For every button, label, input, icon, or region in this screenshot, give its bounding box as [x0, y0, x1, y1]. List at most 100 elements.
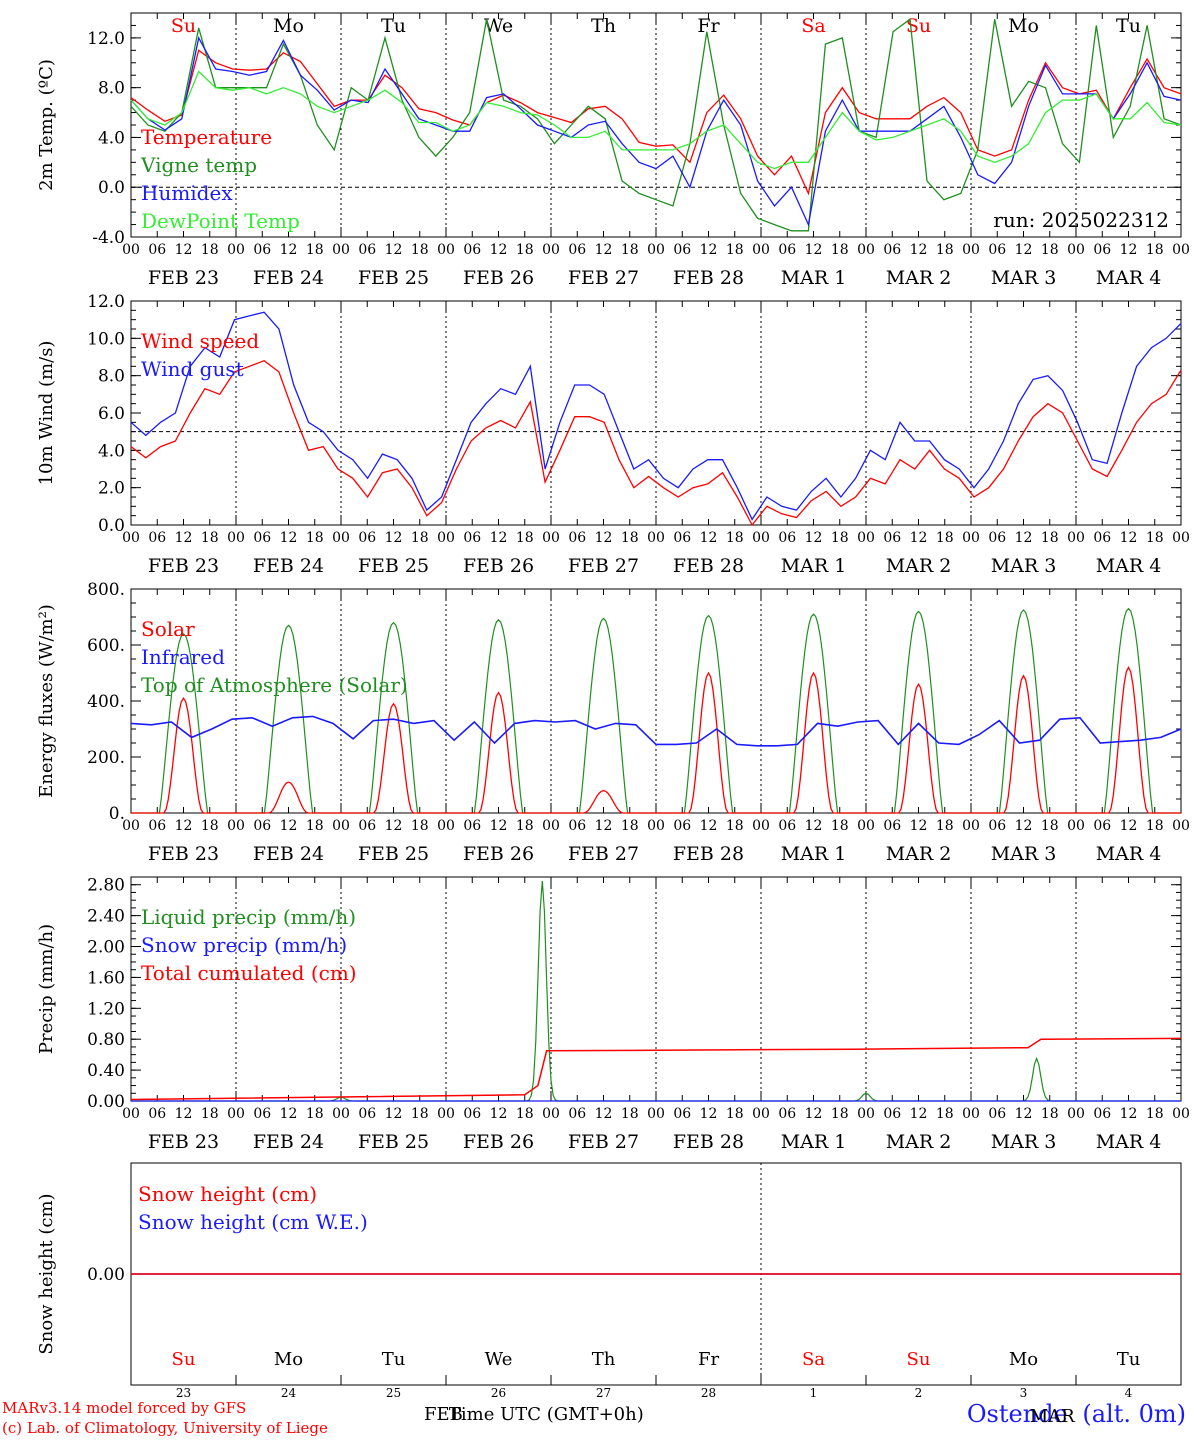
y-tick-label: 400.	[87, 692, 125, 712]
legend-entry: Snow height (cm W.E.)	[138, 1210, 368, 1234]
hour-label: 00	[962, 530, 980, 546]
y-tick-label: 12.0	[87, 29, 125, 49]
day-number: 1	[810, 1386, 818, 1400]
hour-label: 00	[962, 242, 980, 258]
hour-label: 00	[1067, 1106, 1085, 1122]
hour-label: 00	[1067, 530, 1085, 546]
hour-label: 18	[726, 818, 744, 834]
day-label: Fr	[697, 15, 720, 37]
y-tick-label: 8.0	[98, 79, 125, 99]
legend-entry: Snow height (cm)	[138, 1182, 317, 1206]
hour-label: 00	[962, 1106, 980, 1122]
day-label: Mo	[274, 1349, 303, 1370]
date-label: FEB 27	[568, 555, 639, 577]
date-label: MAR 3	[991, 1131, 1057, 1153]
hour-label: 12	[1120, 530, 1138, 546]
series-wind-gust	[130, 311, 1182, 521]
date-label: FEB 24	[253, 1131, 324, 1153]
y-tick-label: 1.20	[87, 999, 125, 1019]
model-credit: MARv3.14 model forced by GFS	[2, 1399, 247, 1417]
hour-label: 06	[568, 818, 586, 834]
hour-label: 18	[621, 242, 639, 258]
hour-label: 12	[385, 530, 403, 546]
hour-label: 00	[332, 818, 350, 834]
hour-label: 06	[463, 818, 481, 834]
day-number: 26	[491, 1386, 506, 1400]
hour-label: 12	[700, 242, 718, 258]
hour-label: 06	[148, 242, 166, 258]
day-label: Fr	[698, 1349, 719, 1370]
y-tick-label: 1.60	[87, 968, 125, 988]
hour-label: 06	[358, 1106, 376, 1122]
series-dewpoint-temp	[130, 70, 1182, 170]
hour-label: 12	[175, 242, 193, 258]
hour-label: 06	[148, 530, 166, 546]
hour-label: 12	[1120, 1106, 1138, 1122]
hour-label: 00	[332, 242, 350, 258]
hour-label: 06	[148, 818, 166, 834]
series-solar	[131, 665, 1181, 814]
date-label: FEB 27	[568, 1131, 639, 1153]
hour-label: 06	[673, 530, 691, 546]
y-axis-label: Snow height (cm)	[36, 1193, 57, 1354]
hour-label: 06	[1093, 818, 1111, 834]
hour-label: 06	[673, 1106, 691, 1122]
legend-entry: Wind speed	[141, 329, 259, 353]
hour-label: 18	[201, 530, 219, 546]
hour-label: 06	[883, 242, 901, 258]
hour-label: 06	[988, 530, 1006, 546]
month-label: FEB	[424, 1404, 463, 1425]
day-number: 24	[281, 1386, 297, 1400]
hour-label: 00	[1172, 242, 1190, 258]
hour-label: 06	[673, 242, 691, 258]
hour-label: 00	[962, 818, 980, 834]
date-label: FEB 23	[148, 843, 219, 865]
date-label: FEB 26	[463, 555, 534, 577]
hour-label: 18	[936, 242, 954, 258]
hour-label: 00	[752, 818, 770, 834]
hour-label: 12	[910, 530, 928, 546]
legend-entry: Snow precip (mm/h)	[141, 933, 347, 957]
series-humidex	[130, 36, 1182, 227]
station-name: Ostende	[966, 1400, 1068, 1428]
y-tick-label: 0.00	[87, 1092, 125, 1112]
date-label: MAR 2	[886, 1131, 952, 1153]
hour-label: 06	[358, 530, 376, 546]
hour-label: 18	[516, 1106, 534, 1122]
day-number: 23	[176, 1386, 191, 1400]
y-tick-label: 600.	[87, 636, 125, 656]
date-label: MAR 1	[781, 555, 847, 577]
series-wind-speed	[130, 359, 1182, 527]
hour-label: 06	[568, 530, 586, 546]
hour-label: 00	[227, 1106, 245, 1122]
hour-label: 06	[778, 1106, 796, 1122]
hour-label: 06	[463, 1106, 481, 1122]
day-label: We	[485, 1349, 513, 1370]
hour-label: 00	[542, 1106, 560, 1122]
y-tick-label: 2.40	[87, 907, 125, 927]
hour-label: 18	[726, 242, 744, 258]
hour-label: 12	[805, 1106, 823, 1122]
day-label: Su	[172, 1349, 196, 1370]
hour-label: 18	[936, 818, 954, 834]
y-tick-label: 0.	[109, 804, 125, 824]
hour-label: 06	[253, 1106, 271, 1122]
hour-label: 06	[148, 1106, 166, 1122]
credits: MARv3.14 model forced by GFS (c) Lab. of…	[2, 1398, 328, 1438]
date-label: MAR 2	[886, 267, 952, 289]
hour-label: 00	[542, 242, 560, 258]
date-label: FEB 23	[148, 555, 219, 577]
hour-label: 06	[568, 242, 586, 258]
hour-label: 12	[805, 530, 823, 546]
day-number: 3	[1020, 1386, 1028, 1400]
hour-label: 00	[647, 242, 665, 258]
hour-label: 06	[778, 530, 796, 546]
hour-label: 12	[700, 1106, 718, 1122]
hour-label: 12	[175, 818, 193, 834]
hour-label: 18	[201, 1106, 219, 1122]
date-label: FEB 27	[568, 267, 639, 289]
date-label: MAR 4	[1096, 843, 1162, 865]
hour-label: 18	[936, 530, 954, 546]
date-label: FEB 26	[463, 843, 534, 865]
y-tick-label: 10.0	[87, 329, 125, 349]
